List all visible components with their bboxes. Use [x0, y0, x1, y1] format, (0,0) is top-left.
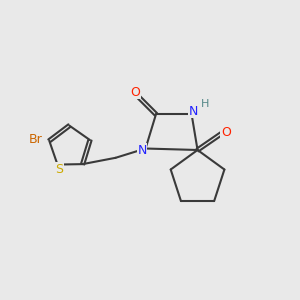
Text: O: O: [221, 126, 231, 139]
Text: O: O: [130, 85, 140, 98]
Text: N: N: [137, 143, 147, 157]
Text: H: H: [201, 99, 209, 109]
Text: N: N: [188, 105, 198, 118]
Text: S: S: [55, 163, 63, 176]
Text: Br: Br: [29, 133, 43, 146]
